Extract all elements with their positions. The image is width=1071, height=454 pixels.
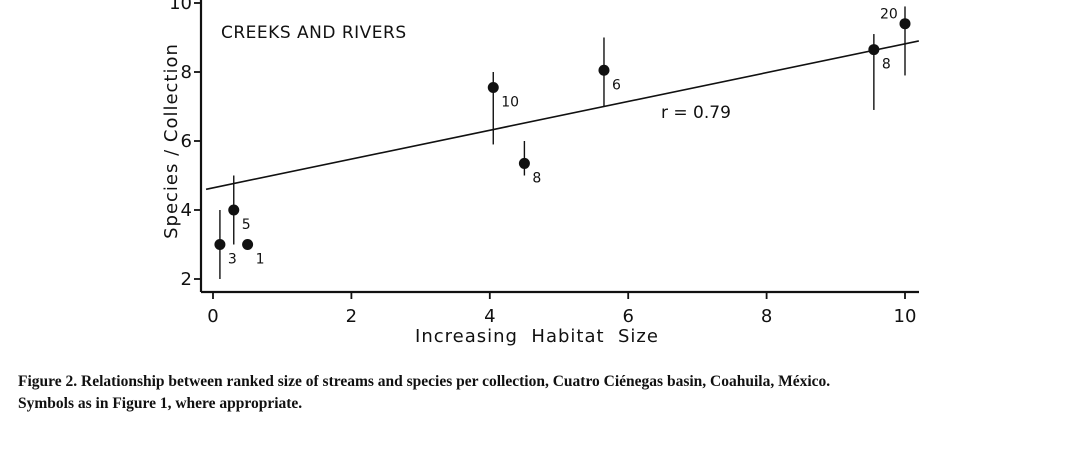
point-label: 8 [882,57,891,73]
y-tick-label: 6 [181,131,192,152]
point-label: 6 [612,77,621,93]
point-label: 8 [532,170,541,186]
x-tick-label: 8 [761,306,772,327]
point-label: 1 [256,252,265,268]
caption-line-1: Figure 2. Relationship between ranked si… [18,373,831,390]
data-point [487,82,499,94]
data-point [598,64,610,76]
data-point [214,239,226,250]
point-label: 20 [880,7,898,23]
y-tick-label: 2 [181,269,192,290]
x-tick-label: 6 [622,306,633,327]
point-label: 10 [501,95,519,111]
y-tick-label: 4 [181,200,192,221]
point-label: 3 [228,252,237,268]
y-tick-label: 8 [181,62,192,83]
data-point [228,204,240,216]
regression-line [205,40,920,191]
x-tick-label: 4 [484,306,495,327]
point-labels: 3 5 1 10 8 6 8 20 [228,7,898,268]
r-annotation: r = 0.79 [661,103,731,123]
data-point [518,157,530,169]
data-point [242,239,254,250]
y-tick-label: 10 [169,0,192,14]
x-tick-label: 10 [894,306,917,327]
y-axis-label: Species / Collection [161,43,182,239]
caption-line-2: Symbols as in Figure 1, where appropriat… [18,395,303,412]
x-axis-label: Increasing Habitat Size [415,326,659,347]
data-point [868,44,880,56]
figure-caption: Figure 2. Relationship between ranked si… [18,371,1063,415]
point-label: 5 [242,217,251,233]
chart-title: CREEKS AND RIVERS [221,23,407,43]
x-tick-label: 2 [346,306,357,327]
data-point [899,18,911,30]
x-tick-label: 0 [207,306,218,327]
data-points [214,18,911,250]
error-bars [219,6,906,279]
